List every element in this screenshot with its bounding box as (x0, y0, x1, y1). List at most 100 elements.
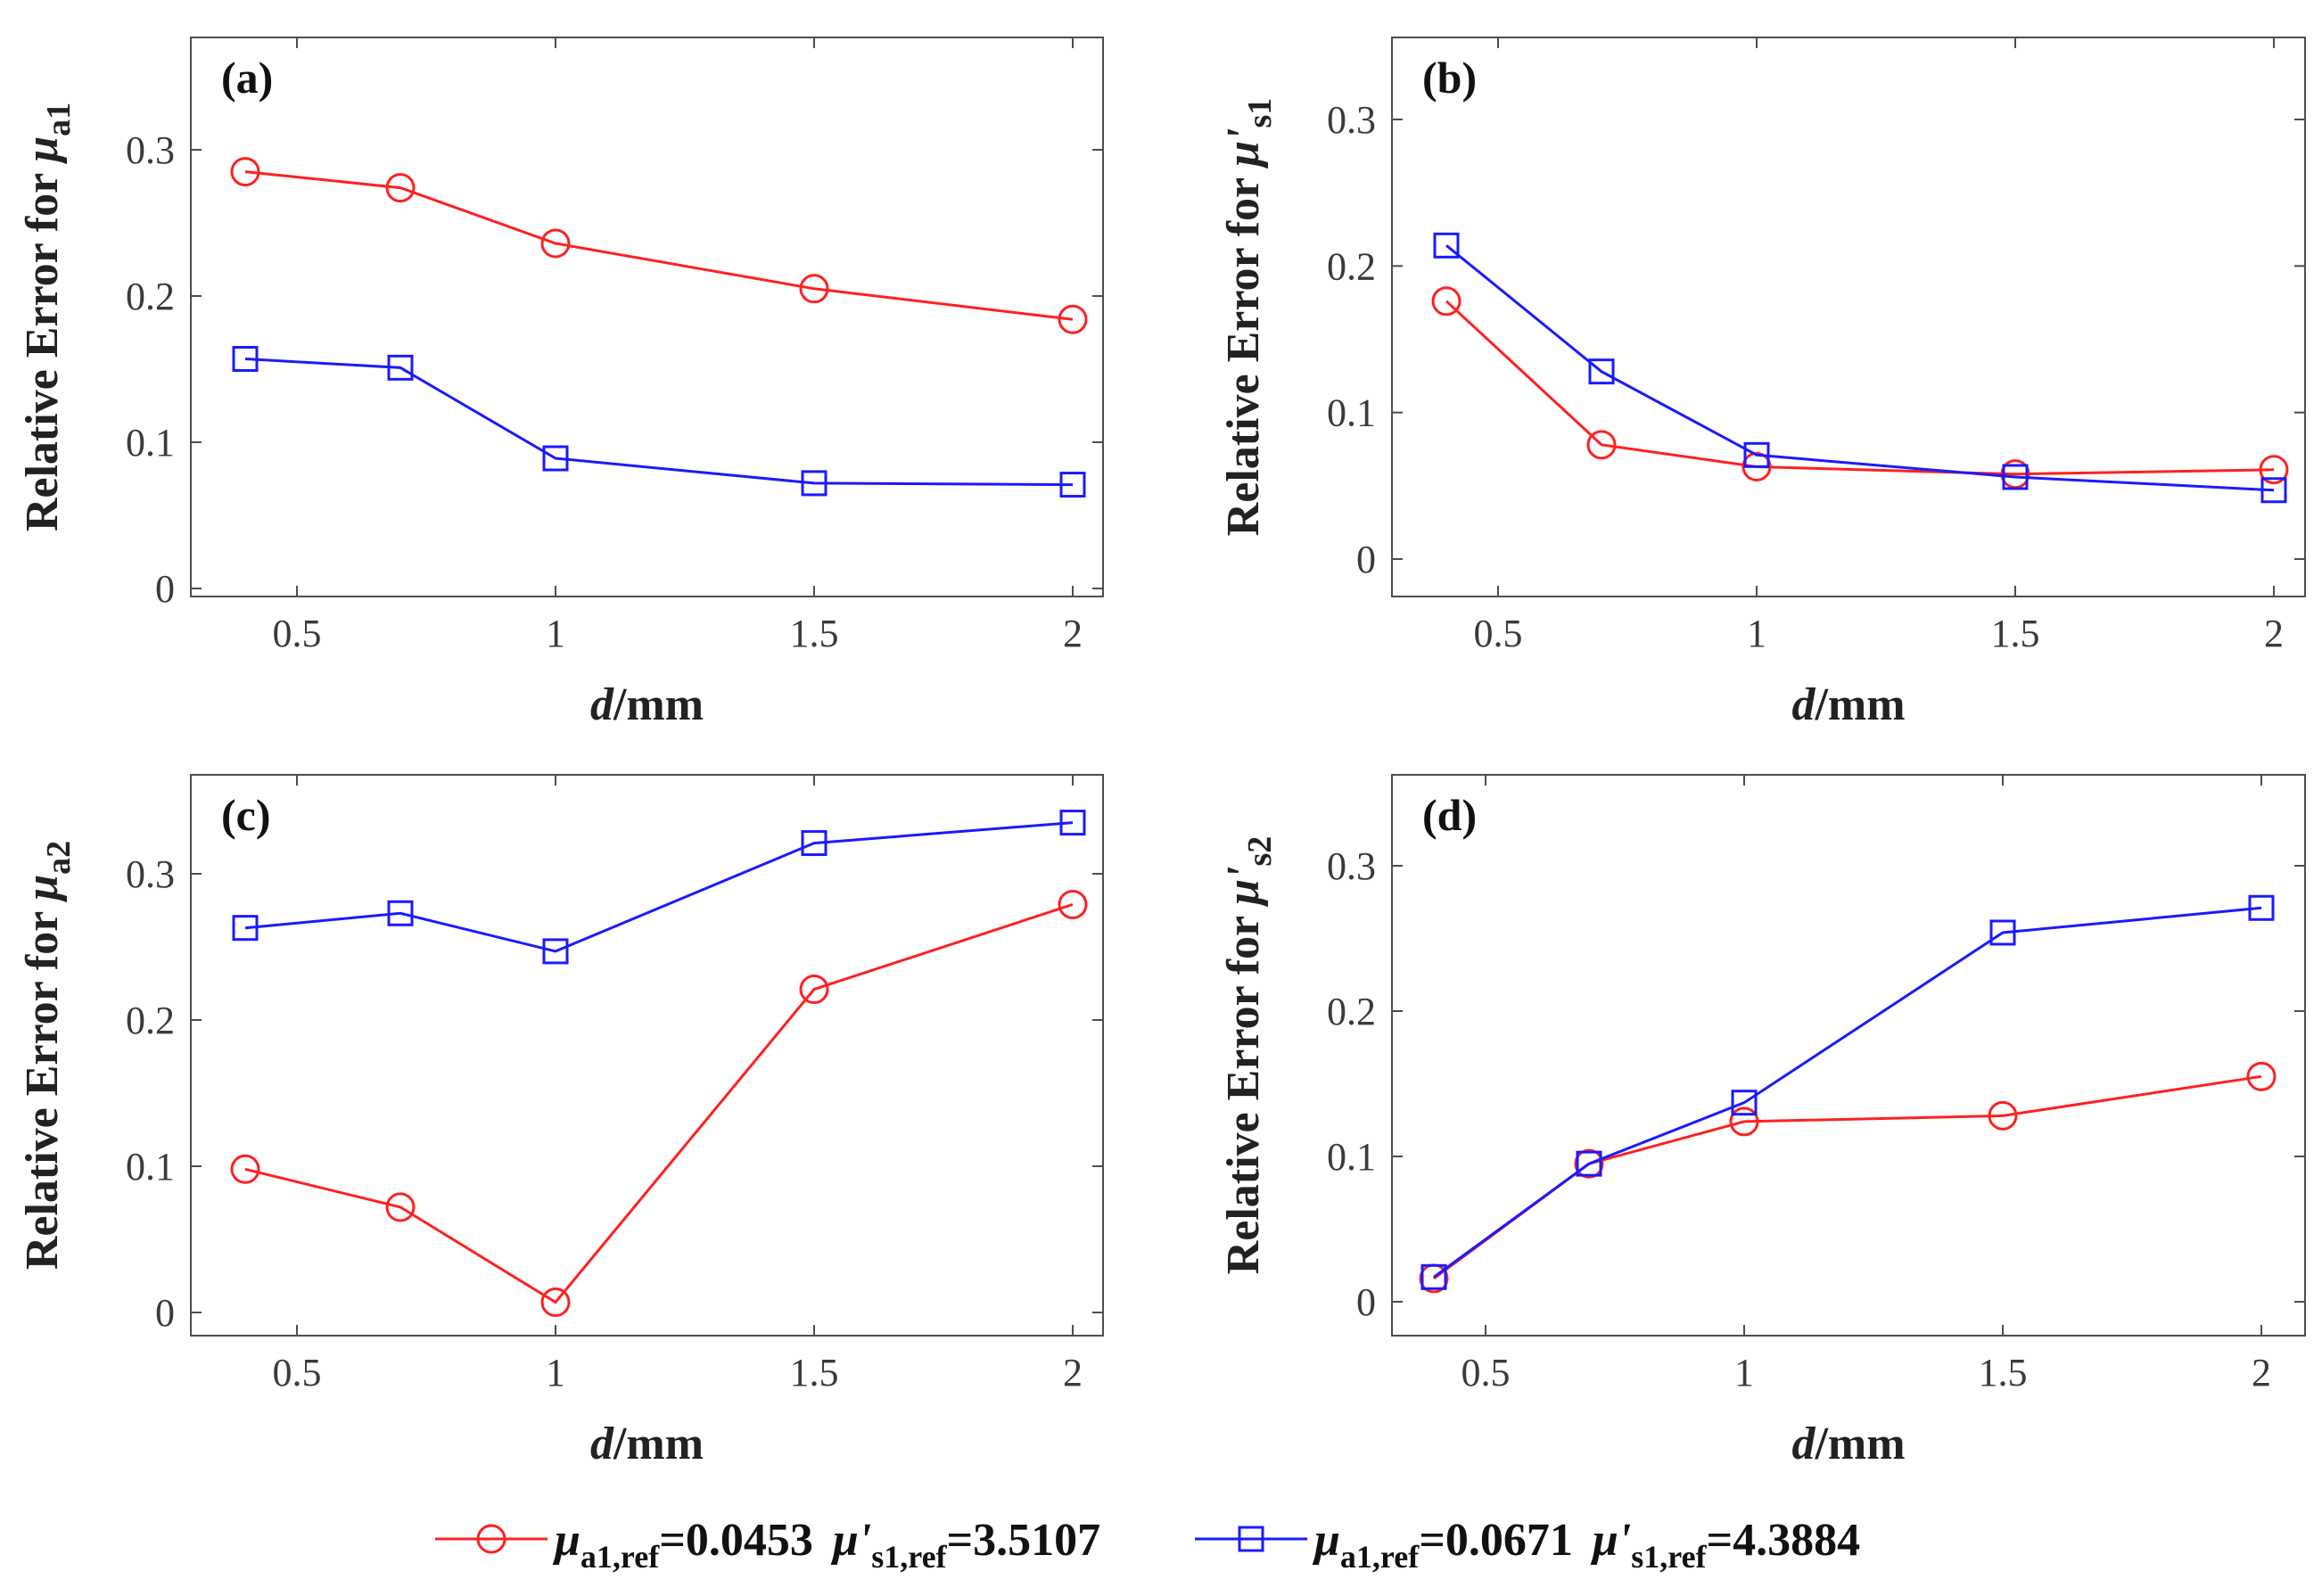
legend-1-val-a: =0.0453 (659, 1515, 813, 1566)
x-axis-label-var: d (1791, 679, 1816, 730)
y-axis-label: Relative Error for μ's1 (1218, 98, 1279, 537)
legend-1-val-s: =3.5107 (947, 1515, 1101, 1566)
y-axis-label-symbol: μ' (1218, 128, 1269, 169)
panel-label: (d) (1422, 790, 1477, 840)
x-axis-label: d/mm (1791, 679, 1905, 730)
series-1-point (540, 228, 571, 259)
x-axis-label: d/mm (590, 679, 704, 730)
y-tick-label: 0.1 (126, 1145, 175, 1189)
y-tick-label: 0 (1356, 538, 1376, 581)
legend: μa1,ref=0.0453 μ's1,ref=3.5107 μa1,ref=0.… (419, 1494, 1935, 1580)
x-tick-label: 2 (1063, 1351, 1083, 1394)
series-2-point (1989, 919, 2016, 946)
x-tick-label: 0.5 (273, 1351, 322, 1394)
y-tick-label: 0.3 (1327, 98, 1376, 142)
plot-area (190, 37, 1104, 597)
x-tick-label: 0.5 (1474, 612, 1523, 655)
x-axis-label: d/mm (590, 1419, 704, 1469)
x-tick-label: 1.5 (1979, 1351, 2028, 1394)
y-tick-label: 0.3 (1327, 844, 1376, 888)
y-tick-label: 0 (1356, 1280, 1376, 1324)
y-axis-label-prefix: Relative Error for (17, 901, 68, 1270)
x-tick-label: 1 (1734, 1351, 1754, 1394)
y-axis-label: Relative Error for μa2 (17, 841, 78, 1270)
y-axis-label: Relative Error for μa1 (17, 103, 78, 531)
legend-1-mu-a: μ (552, 1515, 580, 1566)
series-1-line (244, 170, 1074, 321)
legend-2-val-a: =0.0671 (1419, 1515, 1573, 1566)
series-1-point (1586, 430, 1617, 460)
series-1-point (385, 173, 416, 203)
series-1-point (1058, 304, 1088, 334)
y-axis-label-sub: a2 (40, 841, 78, 875)
x-axis-label-var: d (1791, 1419, 1816, 1469)
y-tick-label: 0.1 (126, 421, 175, 465)
y-tick-label: 0.2 (1327, 244, 1376, 288)
y-tick-label: 0.3 (126, 852, 175, 896)
y-tick-label: 0.2 (1327, 990, 1376, 1033)
x-tick-label: 1.5 (790, 612, 839, 655)
y-tick-label: 0.1 (1327, 1135, 1376, 1179)
series-1-point (799, 975, 829, 1005)
series-2-line (1445, 244, 2275, 492)
x-axis-label-unit: /mm (1814, 1419, 1905, 1469)
y-tick-label: 0 (155, 1291, 175, 1335)
y-axis-label-sub: a1 (40, 103, 78, 136)
legend-entry-2: μa1,ref=0.0671 μ's1,ref=4.3884 (1195, 1515, 1860, 1575)
x-axis-label-unit: /mm (1814, 679, 1905, 730)
series-1-point (1058, 889, 1088, 919)
series-2-point (1420, 1263, 1447, 1290)
y-axis-label-sub: s2 (1241, 836, 1279, 867)
x-tick-label: 2 (1063, 612, 1083, 655)
y-axis-label-symbol: μ' (1218, 866, 1269, 907)
series-1-point (230, 157, 260, 187)
x-tick-label: 2 (2252, 1351, 2271, 1394)
series-2-point (387, 354, 414, 381)
legend-box (419, 1494, 1935, 1580)
series-1-point (799, 274, 829, 304)
legend-1-mu-a-sub: a1,ref (580, 1539, 660, 1575)
legend-text-1: μa1,ref=0.0453 μ's1,ref=3.5107 (552, 1515, 1100, 1575)
x-tick-label: 1.5 (1991, 612, 2040, 655)
series-1-point (1574, 1148, 1604, 1179)
series-2-point (2248, 894, 2275, 921)
x-tick-label: 1 (546, 612, 565, 655)
series-2-point (232, 346, 259, 373)
legend-2-mu-s: μ' (1590, 1515, 1631, 1566)
series-2-point (1743, 441, 1770, 468)
x-axis-label-unit: /mm (613, 1419, 704, 1469)
series-1-point (540, 1287, 571, 1318)
plot-area (1391, 774, 2306, 1337)
panel-label: (a) (221, 53, 273, 103)
y-axis-label-prefix: Relative Error for (1218, 905, 1269, 1274)
y-axis-label-sub: s1 (1241, 98, 1279, 128)
legend-2-mu-s-sub: s1,ref (1631, 1539, 1707, 1575)
y-axis-label-prefix: Relative Error for (17, 162, 68, 531)
y-axis-label-symbol: μ (17, 875, 68, 903)
panel-d: 0.5 1 1.5 2 0 0.1 0.2 0.3 (d) d/mm Relative Error … (1218, 774, 2306, 1469)
series-2-point (387, 900, 414, 926)
series-1-point (2259, 455, 2289, 485)
series-1-point (230, 1154, 260, 1184)
legend-2-mu-a: μ (1312, 1515, 1340, 1566)
panel-a: 0.5 1 1.5 2 0 0.1 0.2 0.3 (a) d/mm Relative Error … (17, 37, 1104, 730)
series-1-line (244, 902, 1074, 1304)
y-axis-label: Relative Error for μ's2 (1218, 836, 1279, 1275)
x-axis-label-var: d (590, 1419, 614, 1469)
series-1-point (385, 1192, 416, 1222)
legend-2-val-s: =4.3884 (1707, 1515, 1861, 1566)
series-1-point (1742, 451, 1772, 481)
series-2-line (244, 821, 1074, 953)
y-tick-label: 0.2 (126, 999, 175, 1042)
panel-label: (b) (1422, 53, 1477, 103)
x-axis-label: d/mm (1791, 1419, 1905, 1469)
series-2-point (1588, 358, 1615, 385)
legend-1-mu-s-sub: s1,ref (871, 1539, 947, 1575)
series-2-point (232, 915, 259, 942)
series-2-point (1059, 472, 1086, 498)
x-tick-label: 0.5 (273, 612, 322, 655)
plot-area (190, 774, 1104, 1337)
legend-square-marker (1238, 1526, 1264, 1552)
series-1-point (1431, 286, 1462, 317)
